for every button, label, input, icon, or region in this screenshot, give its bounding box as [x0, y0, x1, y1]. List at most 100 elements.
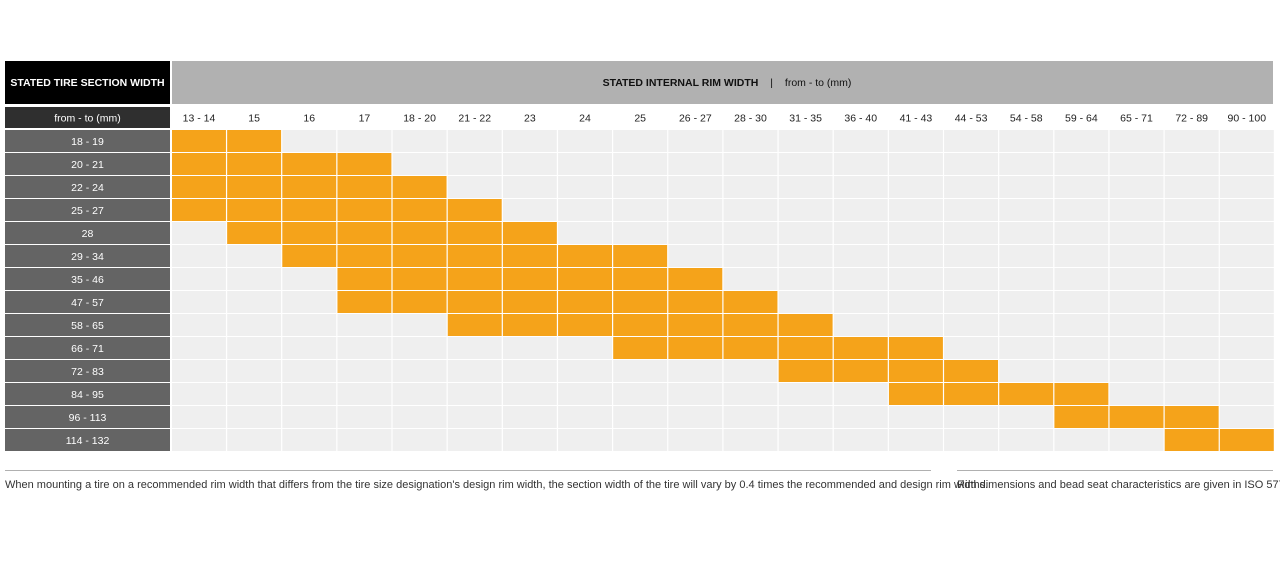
empty-cell	[999, 429, 1054, 451]
recommended-cell	[227, 153, 282, 175]
empty-cell	[172, 268, 226, 290]
row-label: 29 - 34	[71, 251, 104, 263]
empty-cell	[227, 360, 282, 382]
recommended-cell	[227, 176, 282, 198]
empty-cell	[999, 130, 1054, 152]
empty-cell	[447, 337, 502, 359]
empty-cell	[888, 406, 943, 428]
recommended-cell	[613, 245, 668, 267]
empty-cell	[1054, 268, 1109, 290]
empty-cell	[833, 406, 888, 428]
empty-cell	[1054, 314, 1109, 336]
recommended-cell	[227, 222, 282, 244]
recommended-cell	[668, 268, 723, 290]
empty-cell	[944, 130, 999, 152]
empty-cell	[558, 176, 612, 198]
row-label-cell	[5, 268, 170, 290]
recommended-cell	[558, 291, 612, 313]
empty-cell	[668, 406, 723, 428]
empty-cell	[1109, 245, 1164, 267]
column-header-label: 90 - 100	[1228, 113, 1267, 125]
empty-cell	[723, 222, 778, 244]
empty-cell	[447, 383, 502, 405]
empty-cell	[337, 314, 392, 336]
empty-cell	[227, 406, 282, 428]
empty-cell	[558, 429, 612, 451]
empty-cell	[502, 130, 557, 152]
empty-cell	[778, 429, 833, 451]
column-header-cell	[502, 107, 557, 128]
empty-cell	[1164, 199, 1219, 221]
left-subheader-label: from - to (mm)	[54, 113, 121, 125]
empty-cell	[1219, 245, 1274, 267]
empty-cell	[1164, 383, 1219, 405]
empty-cell	[613, 130, 668, 152]
empty-cell	[172, 337, 226, 359]
empty-cell	[447, 130, 502, 152]
recommended-cell	[392, 291, 447, 313]
recommended-cell	[392, 245, 447, 267]
empty-cell	[1109, 429, 1164, 451]
recommended-cell	[888, 360, 943, 382]
empty-cell	[558, 222, 612, 244]
empty-cell	[778, 153, 833, 175]
empty-cell	[1219, 199, 1274, 221]
empty-cell	[944, 337, 999, 359]
table-cells	[172, 130, 1274, 451]
recommended-cell	[227, 199, 282, 221]
empty-cell	[723, 406, 778, 428]
recommended-cell	[778, 337, 833, 359]
empty-cell	[1219, 314, 1274, 336]
empty-cell	[558, 383, 612, 405]
empty-cell	[1164, 314, 1219, 336]
column-header-cell	[1054, 107, 1109, 128]
empty-cell	[392, 314, 447, 336]
recommended-cell	[888, 337, 943, 359]
empty-cell	[447, 360, 502, 382]
empty-cell	[1219, 291, 1274, 313]
empty-cell	[1054, 222, 1109, 244]
left-subheader-box	[5, 107, 170, 128]
empty-cell	[1164, 291, 1219, 313]
recommended-cell	[172, 153, 226, 175]
column-header-label: 41 - 43	[900, 113, 933, 125]
empty-cell	[723, 268, 778, 290]
column-header-label: 31 - 35	[789, 113, 822, 125]
empty-cell	[1219, 383, 1274, 405]
empty-cell	[392, 383, 447, 405]
empty-cell	[999, 222, 1054, 244]
empty-cell	[282, 360, 337, 382]
empty-cell	[833, 130, 888, 152]
recommended-cell	[778, 360, 833, 382]
empty-cell	[392, 406, 447, 428]
column-header-label: 15	[248, 113, 260, 125]
recommended-cell	[337, 245, 392, 267]
recommended-cell	[282, 176, 337, 198]
column-header-cell	[172, 107, 226, 128]
empty-cell	[778, 176, 833, 198]
row-label: 20 - 21	[71, 159, 104, 171]
empty-cell	[1054, 130, 1109, 152]
empty-cell	[778, 222, 833, 244]
empty-cell	[999, 406, 1054, 428]
empty-cell	[392, 360, 447, 382]
empty-cell	[613, 222, 668, 244]
empty-cell	[502, 337, 557, 359]
empty-cell	[833, 176, 888, 198]
row-label-cell	[5, 314, 170, 336]
empty-cell	[227, 337, 282, 359]
empty-cell	[558, 360, 612, 382]
empty-cell	[723, 245, 778, 267]
recommended-cell	[558, 245, 612, 267]
row-label: 22 - 24	[71, 182, 104, 194]
recommended-cell	[999, 383, 1054, 405]
empty-cell	[282, 314, 337, 336]
row-label-cell	[5, 406, 170, 428]
recommended-cell	[668, 291, 723, 313]
row-label-cell	[5, 337, 170, 359]
empty-cell	[723, 199, 778, 221]
column-header-cell	[1109, 107, 1164, 128]
empty-cell	[944, 199, 999, 221]
empty-cell	[723, 429, 778, 451]
